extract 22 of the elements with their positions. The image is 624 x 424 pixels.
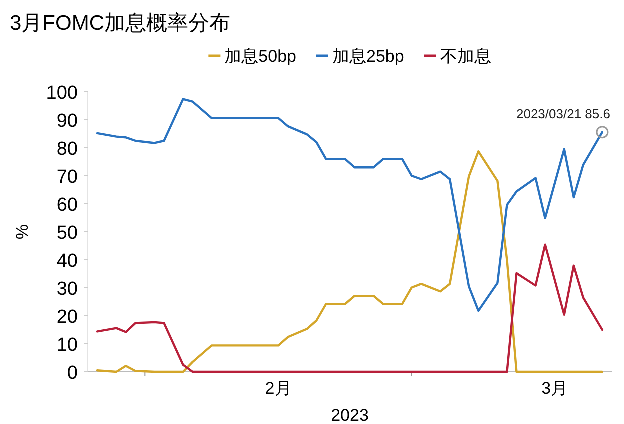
y-tick-label: 80	[56, 139, 78, 160]
y-axis-title: %	[13, 224, 32, 240]
x-tick-label: 2月	[265, 379, 292, 398]
y-tick-label: 40	[56, 251, 78, 272]
y-tick-label: 20	[56, 307, 78, 328]
y-tick-label: 10	[56, 335, 78, 356]
legend-label: 加息25bp	[332, 47, 404, 66]
y-tick-label: 70	[56, 167, 78, 188]
y-tick-label: 30	[56, 279, 78, 300]
y-tick-label: 50	[56, 223, 78, 244]
legend-label: 不加息	[440, 47, 492, 66]
line-series	[96, 150, 604, 374]
y-tick-label: 60	[56, 195, 78, 216]
chart-title: 3月FOMC加息概率分布	[10, 12, 230, 35]
legend-label: 加息50bp	[224, 47, 296, 66]
line-series	[96, 244, 604, 374]
y-tick-label: 100	[46, 83, 78, 104]
y-tick-label: 0	[67, 363, 78, 384]
x-tick-label: 3月	[542, 379, 568, 398]
y-tick-label: 90	[56, 111, 78, 132]
x-axis-title: 2023	[331, 406, 369, 424]
annotation: 2023/03/21 85.6	[516, 106, 610, 122]
